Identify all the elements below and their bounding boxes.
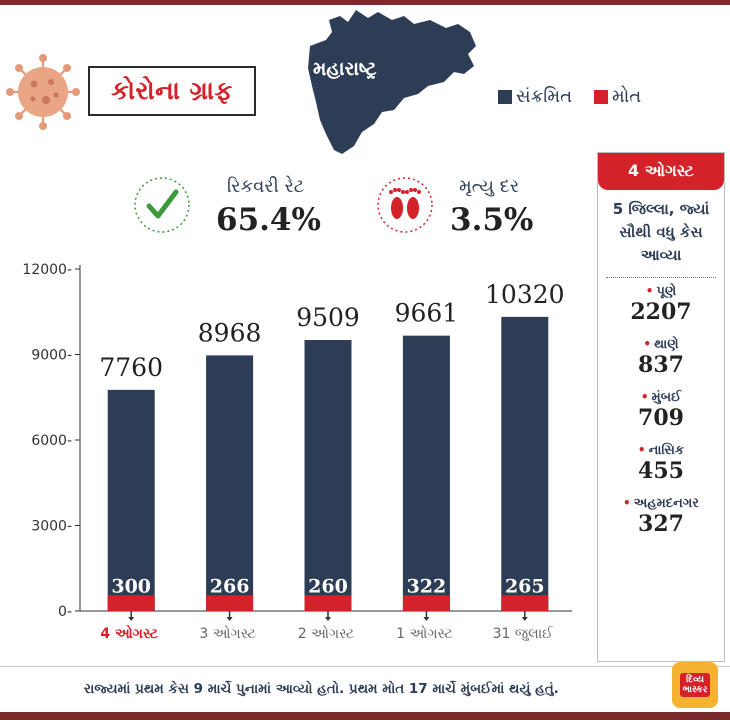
x-tick-label: 1 ઓગસ્ટ — [396, 625, 452, 642]
bar-infected — [304, 339, 352, 611]
divya-bhaskar-logo: દિવ્ય ભાસ્કર — [672, 662, 718, 708]
legend-death: મોત — [594, 86, 641, 107]
maharashtra-map — [308, 10, 476, 154]
x-tick-arrow — [325, 617, 331, 621]
checkmark-icon — [134, 177, 190, 233]
bar-infected — [501, 316, 549, 611]
bar-infected — [107, 389, 155, 611]
district-item: • પૂણે 2207 — [598, 284, 724, 325]
coronavirus-icon — [6, 54, 80, 130]
bar-death — [304, 595, 352, 611]
bar-death — [206, 595, 254, 611]
bullet-icon: • — [645, 284, 654, 298]
recovery-rate-label: રિકવરી રેટ — [227, 176, 305, 197]
death-rate-value: 3.5% — [450, 202, 534, 238]
legend-infected-label: સંક્રમિત — [516, 86, 572, 107]
bottom-border — [0, 712, 730, 720]
bullet-icon: • — [623, 496, 631, 510]
y-tick-label: 3000- — [31, 519, 72, 535]
district-value: 709 — [638, 405, 684, 431]
x-tick-label: 4 ઓગસ્ટ — [100, 624, 159, 642]
y-tick-label: 9000- — [31, 348, 72, 364]
sidebar-heading: 5 જિલ્લા, જ્યાં સૌથી વધુ કેસ આવ્યા — [612, 200, 710, 264]
bullet-icon: • — [643, 337, 652, 351]
bar-infected — [206, 355, 254, 611]
district-item: • અહમદનગર 327 — [598, 496, 724, 537]
logo-text-line2: ભાસ્કર — [682, 685, 708, 695]
x-tick-label: 31 જુલાઈ — [493, 626, 555, 642]
legend-death-swatch — [594, 89, 608, 104]
bar-chart: 0- 3000- 6000- 9000- 12000- 7760 300 4 ઓગસ્ટ 896… — [22, 262, 572, 642]
x-tick-arrow — [423, 617, 430, 621]
data-label-death: 265 — [505, 575, 545, 597]
data-label-infected: 9509 — [296, 303, 360, 332]
district-name: પૂણે — [656, 284, 677, 299]
sidebar-divider — [606, 277, 716, 278]
death-rate-label: મૃત્યુ દર — [459, 176, 520, 197]
state-name: મહારાષ્ટ્ર — [313, 58, 377, 80]
data-label-death: 300 — [111, 575, 151, 597]
x-tick-arrow — [521, 617, 528, 621]
district-name: નાસિક — [648, 443, 685, 458]
top-border — [0, 0, 730, 5]
page-title: કોરોના ગ્રાફ — [111, 76, 233, 105]
bullet-icon: • — [637, 443, 646, 457]
district-list: • પૂણે 2207 • થાણે 837 • મુંબઈ 709 • નાસિક 4… — [598, 284, 724, 537]
y-tick-label: 12000- — [22, 262, 72, 278]
legend-infected: સંક્રમિત — [498, 86, 572, 107]
x-tick-arrow — [226, 617, 233, 621]
data-label-death: 322 — [407, 575, 447, 597]
district-name: મુંબઈ — [651, 390, 682, 405]
footprints-icon — [377, 177, 433, 233]
y-tick-label: 6000- — [31, 433, 72, 449]
data-label-infected: 9661 — [395, 299, 459, 328]
x-tick-arrow — [128, 617, 135, 621]
top-districts-panel: 4 ઓગસ્ટ 5 જિલ્લા, જ્યાં સૌથી વધુ કેસ આવ્… — [597, 152, 725, 662]
district-value: 455 — [638, 458, 684, 484]
title-box: કોરોના ગ્રાફ — [88, 66, 256, 116]
district-item: • નાસિક 455 — [598, 443, 724, 484]
bullet-icon: • — [640, 390, 649, 404]
bar-infected — [402, 335, 450, 611]
data-label-infected: 10320 — [485, 280, 565, 309]
recovery-rate-value: 65.4% — [216, 202, 321, 238]
district-item: • થાણે 837 — [598, 337, 724, 378]
district-item: • મુંબઈ 709 — [598, 390, 724, 431]
logo-text-line1: દિવ્ય — [686, 675, 704, 685]
district-name: અહમદનગર — [633, 496, 699, 511]
data-label-death: 266 — [210, 575, 250, 597]
data-label-infected: 7760 — [99, 353, 163, 382]
legend-death-label: મોત — [612, 86, 642, 107]
data-label-infected: 8968 — [198, 318, 262, 347]
legend-infected-swatch — [498, 89, 512, 104]
district-value: 327 — [638, 511, 684, 537]
x-tick-label: 3 ઓગસ્ટ — [199, 625, 255, 642]
bar-death — [501, 595, 549, 611]
sidebar-date: 4 ઓગસ્ટ — [598, 153, 724, 190]
x-tick-label: 2 ઓગસ્ટ — [298, 625, 354, 642]
district-value: 837 — [638, 352, 684, 378]
bar-death — [107, 595, 155, 611]
bar-death — [402, 595, 450, 611]
y-tick-label: 0- — [58, 604, 72, 620]
footer-divider — [0, 666, 730, 667]
district-name: થાણે — [654, 337, 679, 352]
district-value: 2207 — [630, 299, 692, 325]
footnote: રાજ્યમાં પ્રથમ કેસ 9 માર્ચે પુનામાં આવ્ય… — [84, 681, 559, 697]
data-label-death: 260 — [308, 575, 348, 597]
